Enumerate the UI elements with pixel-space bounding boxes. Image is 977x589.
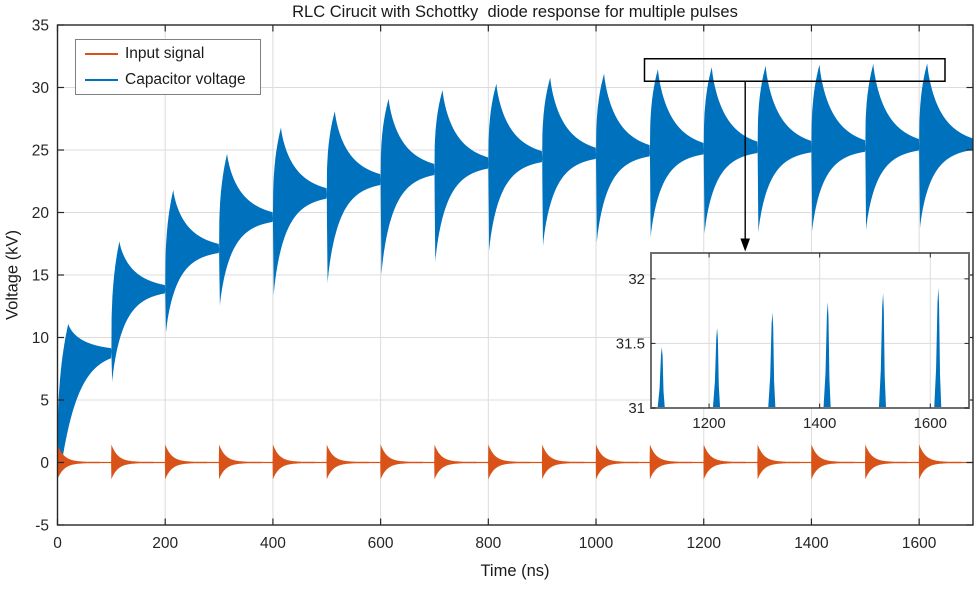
y-tick-label-30: 30 [32,80,50,97]
inset-peak-spike [823,302,831,408]
legend-item-capacitor-voltage: Capacitor voltage [76,69,260,91]
y-tick-label-20: 20 [32,205,50,222]
x-axis-label: Time (ns) [480,562,550,580]
x-tick-label-600: 600 [368,535,394,552]
x-tick-label-1400: 1400 [794,535,829,552]
zoom-annotation [643,58,946,252]
x-tick-label-200: 200 [152,535,178,552]
inset-peak-spike [712,327,721,408]
x-tick-label-1000: 1000 [579,535,614,552]
inset-y-tick-label-31: 31 [628,400,645,417]
inset-plot: 1200 1400 1600 31 31.5 32 [616,252,970,432]
y-tick-label-10: 10 [32,330,50,347]
x-tick-label-1600: 1600 [902,535,937,552]
legend-item-input-signal: Input signal [76,43,260,65]
y-tick-label--5: -5 [35,518,49,535]
inset-tick-marks [651,253,969,409]
x-tick-label-1200: 1200 [686,535,721,552]
inset-background [651,253,969,408]
inset-peak-spike [878,293,886,408]
legend-label-input-signal: Input signal [125,45,205,62]
legend: Input signal Capacitor voltage [75,39,261,95]
inset-x-tick-label-1200: 1200 [692,415,725,432]
inset-x-tick-label-1600: 1600 [914,415,947,432]
chart-title: RLC Cirucit with Schottky diode response… [292,3,738,21]
inset-y-tick-label-32: 32 [628,271,645,288]
y-tick-label-0: 0 [40,455,49,472]
x-tick-label-0: 0 [53,535,62,552]
input-signal-series [57,444,973,480]
inset-peak-spike [768,312,776,408]
inset-x-tick-label-1400: 1400 [803,415,836,432]
x-tick-label-400: 400 [260,535,286,552]
legend-label-capacitor-voltage: Capacitor voltage [125,71,246,88]
inset-y-tick-label-31.5: 31.5 [616,335,645,352]
inset-gridlines [651,253,969,408]
y-tick-label-5: 5 [40,393,49,410]
legend-line-input-signal [85,53,118,55]
x-tick-label-800: 800 [475,535,501,552]
y-axis-label: Voltage (kV) [3,230,22,320]
legend-line-capacitor-voltage [85,79,118,81]
y-tick-label-15: 15 [32,268,49,285]
annotation-arrowhead-icon [740,238,751,252]
annotation-rect [643,58,946,82]
inset-peak-spike [657,347,665,408]
inset-border [650,252,970,409]
y-tick-label-35: 35 [32,18,49,35]
inset-peak-spike [934,287,942,408]
capacitor-voltage-series [57,63,973,463]
y-tick-label-25: 25 [32,143,49,160]
